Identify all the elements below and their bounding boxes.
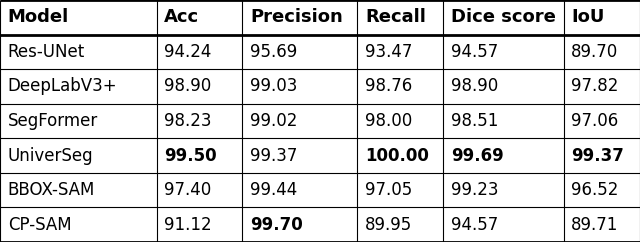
Text: 99.37: 99.37 — [250, 147, 298, 165]
Text: 99.44: 99.44 — [250, 181, 298, 199]
Text: 100.00: 100.00 — [365, 147, 429, 165]
Text: 97.82: 97.82 — [572, 77, 619, 95]
Text: 89.71: 89.71 — [572, 216, 619, 234]
Text: DeepLabV3+: DeepLabV3+ — [8, 77, 117, 95]
Text: 97.05: 97.05 — [365, 181, 412, 199]
Text: 99.02: 99.02 — [250, 112, 298, 130]
Text: 99.03: 99.03 — [250, 77, 298, 95]
Text: Dice score: Dice score — [451, 8, 556, 26]
Text: 99.50: 99.50 — [164, 147, 217, 165]
Text: 94.57: 94.57 — [451, 43, 499, 61]
Text: 98.90: 98.90 — [164, 77, 211, 95]
Text: Res-UNet: Res-UNet — [8, 43, 85, 61]
Text: UniverSeg: UniverSeg — [8, 147, 93, 165]
Text: SegFormer: SegFormer — [8, 112, 98, 130]
Text: 98.90: 98.90 — [451, 77, 499, 95]
Text: 96.52: 96.52 — [572, 181, 619, 199]
Text: 95.69: 95.69 — [250, 43, 298, 61]
Text: 98.51: 98.51 — [451, 112, 499, 130]
Text: 89.95: 89.95 — [365, 216, 412, 234]
Text: 97.06: 97.06 — [572, 112, 618, 130]
Text: 99.69: 99.69 — [451, 147, 504, 165]
Text: 99.23: 99.23 — [451, 181, 499, 199]
Text: 97.40: 97.40 — [164, 181, 211, 199]
Text: Model: Model — [8, 8, 69, 26]
Text: Precision: Precision — [250, 8, 343, 26]
Text: Recall: Recall — [365, 8, 426, 26]
Text: 98.23: 98.23 — [164, 112, 212, 130]
Text: 94.24: 94.24 — [164, 43, 212, 61]
Text: BBOX-SAM: BBOX-SAM — [8, 181, 95, 199]
Text: 91.12: 91.12 — [164, 216, 212, 234]
Text: 99.70: 99.70 — [250, 216, 303, 234]
Text: 98.00: 98.00 — [365, 112, 412, 130]
Text: CP-SAM: CP-SAM — [8, 216, 71, 234]
Text: 94.57: 94.57 — [451, 216, 499, 234]
Text: IoU: IoU — [572, 8, 605, 26]
Text: 99.37: 99.37 — [572, 147, 624, 165]
Text: 98.76: 98.76 — [365, 77, 412, 95]
Text: 89.70: 89.70 — [572, 43, 618, 61]
Text: Acc: Acc — [164, 8, 199, 26]
Text: 93.47: 93.47 — [365, 43, 413, 61]
